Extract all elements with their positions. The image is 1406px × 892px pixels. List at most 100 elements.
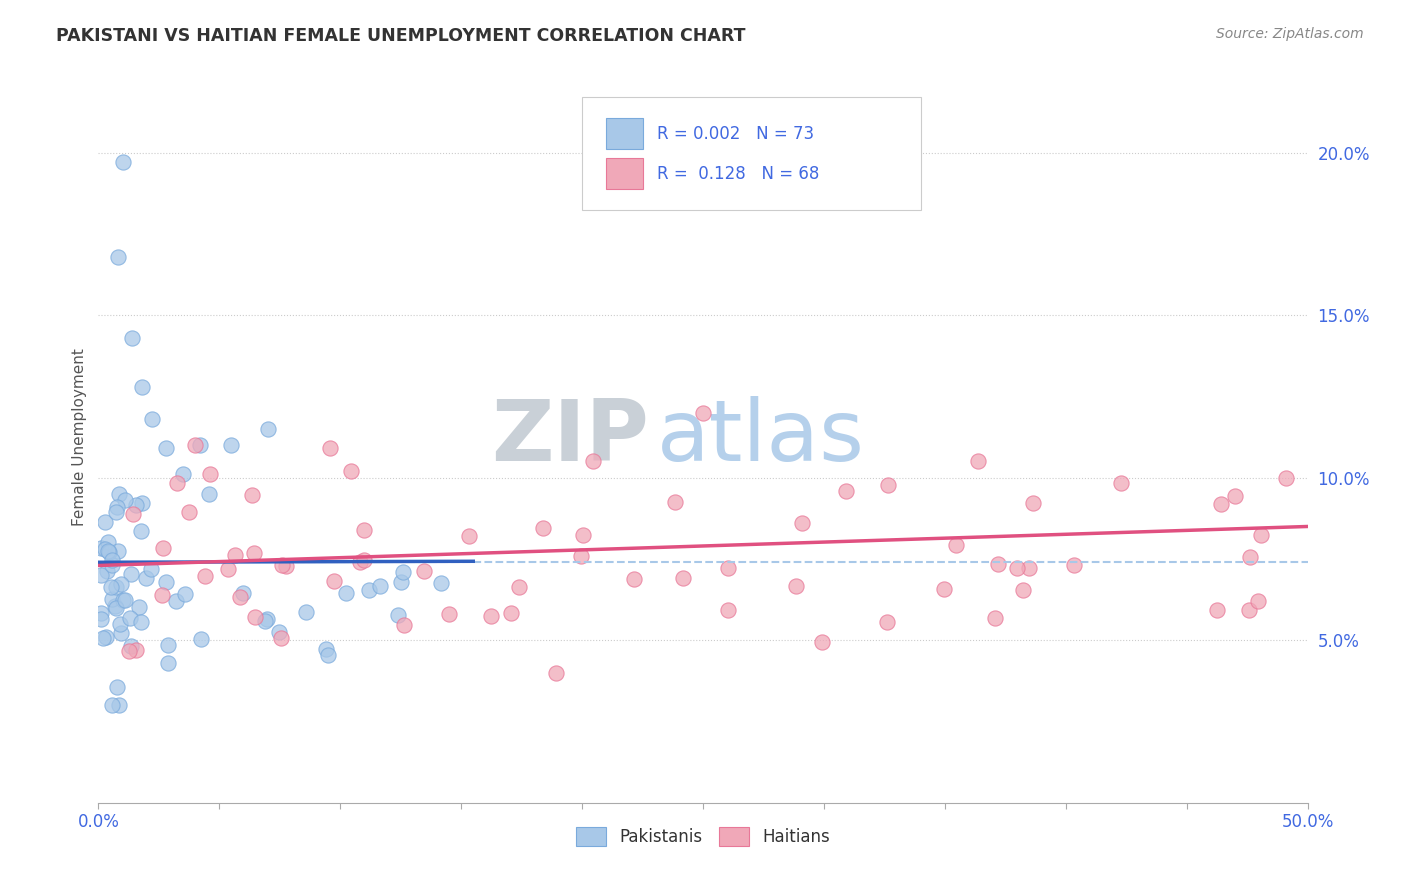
Point — [413, 564, 436, 578]
Point — [276, 558, 298, 573]
Point — [125, 642, 148, 657]
Point — [94, 630, 117, 644]
Point — [172, 467, 194, 482]
Point — [340, 464, 363, 478]
Point — [1247, 594, 1270, 608]
Point — [157, 638, 180, 652]
Point — [118, 611, 141, 625]
Point — [315, 641, 337, 656]
Point — [165, 594, 187, 608]
Point — [107, 544, 129, 558]
Point — [664, 495, 686, 509]
Point — [184, 437, 207, 451]
Point — [98, 545, 121, 559]
Point — [100, 581, 122, 595]
Point — [876, 478, 898, 492]
Y-axis label: Female Unemployment: Female Unemployment — [72, 348, 87, 526]
Point — [166, 476, 188, 491]
Text: R =  0.128   N = 68: R = 0.128 N = 68 — [657, 165, 820, 183]
Point — [94, 541, 117, 556]
Point — [118, 643, 141, 657]
Point — [190, 632, 212, 647]
Point — [672, 571, 695, 585]
Point — [129, 524, 152, 538]
Point — [1209, 497, 1232, 511]
Point — [353, 552, 375, 566]
Point — [1063, 558, 1085, 573]
Text: atlas: atlas — [657, 395, 865, 479]
Point — [104, 505, 127, 519]
Point — [322, 574, 344, 588]
Point — [111, 155, 134, 169]
Point — [105, 681, 128, 695]
Point — [110, 577, 132, 591]
Point — [269, 624, 291, 639]
Point — [1018, 561, 1040, 575]
Point — [121, 331, 143, 345]
Point — [271, 558, 294, 573]
Point — [131, 615, 153, 629]
Point — [810, 634, 832, 648]
Point — [785, 579, 807, 593]
Point — [256, 612, 278, 626]
Point — [217, 562, 239, 576]
Point — [1239, 603, 1261, 617]
Point — [120, 566, 142, 581]
Point — [131, 496, 153, 510]
Point — [96, 564, 118, 578]
Point — [1206, 603, 1229, 617]
FancyBboxPatch shape — [606, 159, 643, 189]
Point — [394, 617, 416, 632]
Point — [437, 607, 460, 621]
Point — [368, 579, 391, 593]
Point — [101, 591, 124, 606]
Point — [120, 639, 142, 653]
Point — [107, 250, 129, 264]
Point — [945, 538, 967, 552]
Point — [967, 454, 990, 468]
Point — [572, 527, 595, 541]
Point — [229, 590, 252, 604]
Point — [353, 524, 375, 538]
Text: Source: ZipAtlas.com: Source: ZipAtlas.com — [1216, 27, 1364, 41]
Point — [1012, 582, 1035, 597]
Point — [90, 606, 112, 620]
Point — [224, 549, 246, 563]
Point — [792, 516, 814, 530]
Point — [1239, 549, 1261, 564]
Point — [221, 438, 243, 452]
Text: ZIP: ZIP — [491, 395, 648, 479]
Point — [101, 698, 124, 713]
Text: R = 0.002   N = 73: R = 0.002 N = 73 — [657, 125, 814, 143]
Point — [243, 610, 266, 624]
Point — [359, 583, 381, 598]
FancyBboxPatch shape — [582, 97, 921, 211]
Point — [152, 541, 174, 555]
Point — [198, 487, 221, 501]
Point — [1250, 528, 1272, 542]
Point — [179, 505, 201, 519]
Point — [107, 487, 129, 501]
Point — [112, 593, 135, 607]
Point — [318, 648, 340, 662]
Point — [157, 656, 180, 670]
Point — [91, 631, 114, 645]
Point — [243, 545, 266, 559]
Point — [155, 575, 177, 590]
Point — [508, 580, 530, 594]
Point — [90, 612, 112, 626]
Point — [270, 632, 292, 646]
Point — [174, 587, 197, 601]
Point — [1111, 476, 1133, 491]
Point — [114, 592, 136, 607]
Point — [104, 580, 127, 594]
Text: PAKISTANI VS HAITIAN FEMALE UNEMPLOYMENT CORRELATION CHART: PAKISTANI VS HAITIAN FEMALE UNEMPLOYMENT… — [56, 27, 745, 45]
Point — [717, 602, 740, 616]
Point — [1223, 489, 1246, 503]
Point — [114, 493, 136, 508]
Point — [389, 575, 412, 590]
Point — [458, 529, 481, 543]
Point — [90, 567, 112, 582]
Point — [531, 521, 554, 535]
Point — [479, 609, 502, 624]
